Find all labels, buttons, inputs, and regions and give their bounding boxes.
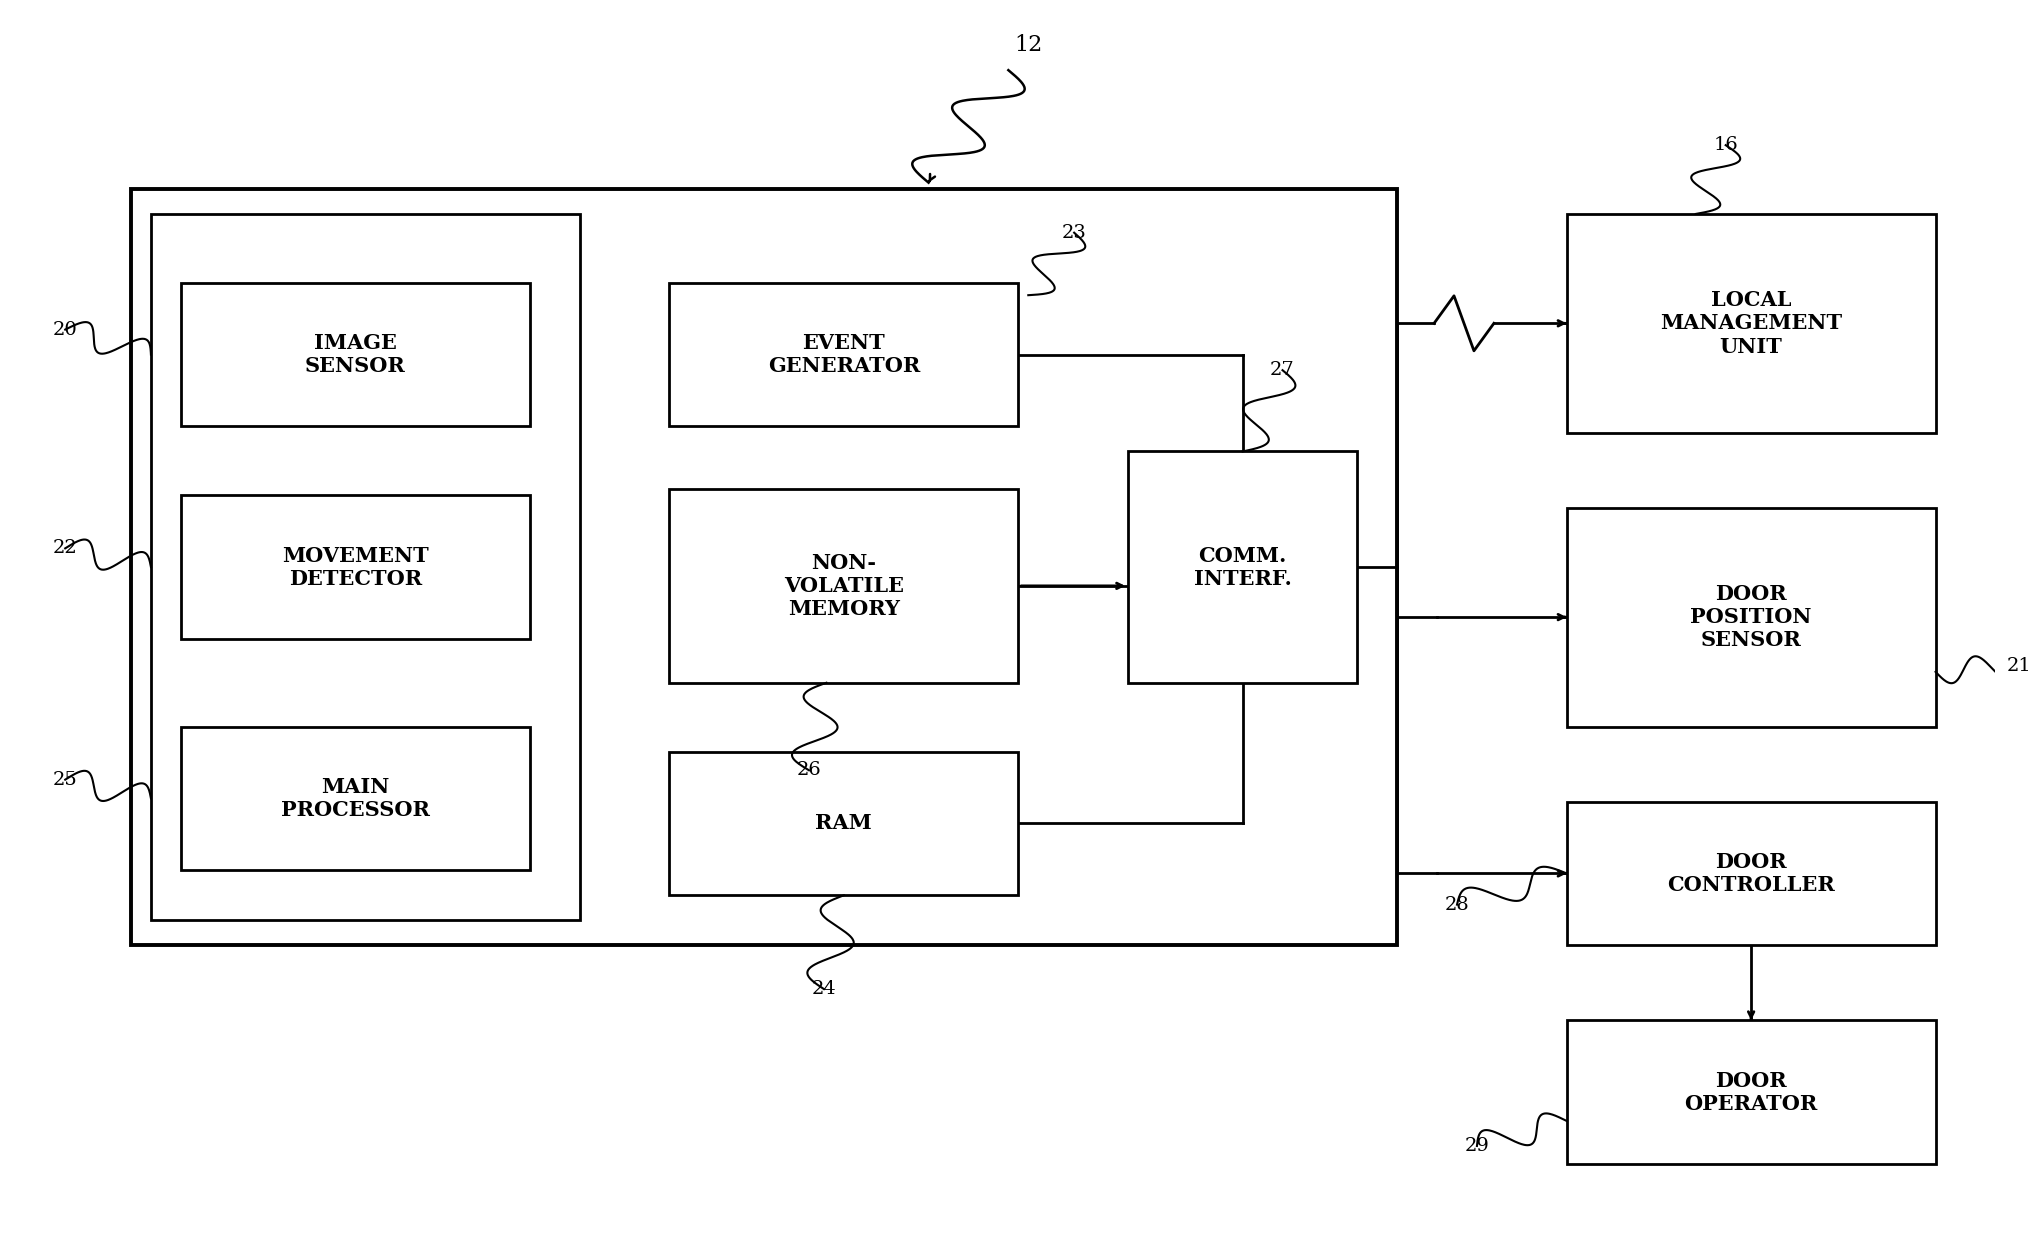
FancyBboxPatch shape bbox=[132, 189, 1397, 945]
FancyBboxPatch shape bbox=[1568, 214, 1935, 432]
Text: DOOR
CONTROLLER: DOOR CONTROLLER bbox=[1667, 852, 1835, 895]
Text: LOCAL
MANAGEMENT
UNIT: LOCAL MANAGEMENT UNIT bbox=[1661, 291, 1841, 357]
FancyBboxPatch shape bbox=[669, 752, 1018, 896]
Text: DOOR
POSITION
SENSOR: DOOR POSITION SENSOR bbox=[1691, 584, 1811, 650]
Text: NON-
VOLATILE
MEMORY: NON- VOLATILE MEMORY bbox=[785, 553, 904, 619]
Text: DOOR
OPERATOR: DOOR OPERATOR bbox=[1685, 1070, 1817, 1114]
FancyBboxPatch shape bbox=[1568, 802, 1935, 945]
FancyBboxPatch shape bbox=[669, 283, 1018, 426]
FancyBboxPatch shape bbox=[180, 727, 529, 871]
Text: COMM.
INTERF.: COMM. INTERF. bbox=[1194, 545, 1292, 589]
FancyBboxPatch shape bbox=[180, 495, 529, 639]
FancyBboxPatch shape bbox=[1568, 507, 1935, 727]
Text: MOVEMENT
DETECTOR: MOVEMENT DETECTOR bbox=[282, 545, 428, 589]
Text: 21: 21 bbox=[2008, 657, 2028, 674]
Text: RAM: RAM bbox=[815, 813, 872, 833]
Text: 23: 23 bbox=[1063, 224, 1087, 242]
Text: 28: 28 bbox=[1444, 896, 1470, 913]
Text: EVENT
GENERATOR: EVENT GENERATOR bbox=[769, 333, 921, 376]
FancyBboxPatch shape bbox=[669, 489, 1018, 683]
Text: 20: 20 bbox=[53, 321, 77, 338]
FancyBboxPatch shape bbox=[150, 214, 580, 920]
FancyBboxPatch shape bbox=[1128, 451, 1357, 683]
Text: 24: 24 bbox=[811, 980, 836, 999]
Text: 27: 27 bbox=[1270, 361, 1296, 380]
Text: 22: 22 bbox=[53, 539, 77, 558]
Text: 29: 29 bbox=[1464, 1136, 1489, 1155]
FancyBboxPatch shape bbox=[1568, 1020, 1935, 1164]
Text: 26: 26 bbox=[797, 762, 821, 779]
Text: IMAGE
SENSOR: IMAGE SENSOR bbox=[304, 333, 406, 376]
Text: 16: 16 bbox=[1714, 137, 1738, 154]
Text: 12: 12 bbox=[1014, 34, 1042, 56]
FancyBboxPatch shape bbox=[180, 283, 529, 426]
Text: MAIN
PROCESSOR: MAIN PROCESSOR bbox=[282, 777, 430, 819]
Text: 25: 25 bbox=[53, 771, 77, 788]
